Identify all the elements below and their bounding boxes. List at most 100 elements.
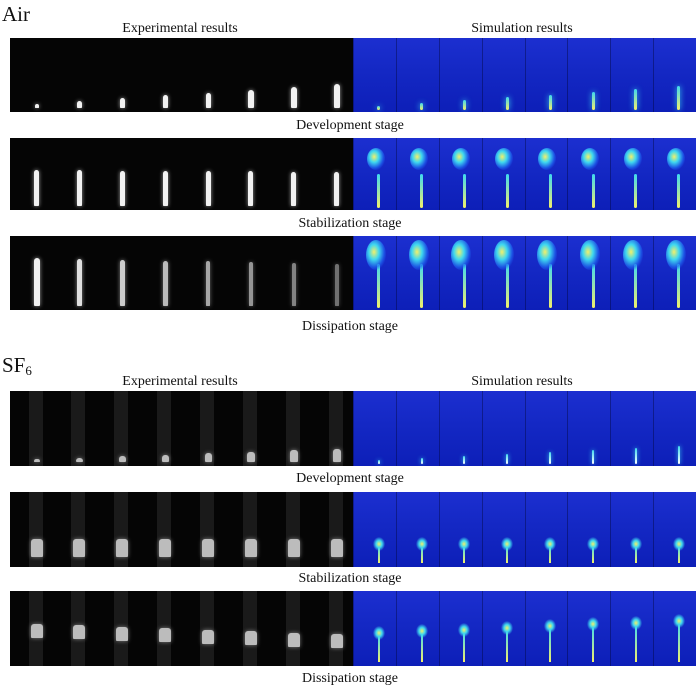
experimental-image-strip [10, 236, 353, 310]
simulation-frame [353, 138, 397, 210]
simulation-frame [610, 492, 654, 567]
experimental-frame [182, 38, 225, 112]
simulation-plume-head [666, 148, 685, 170]
simulation-plume-head [537, 240, 558, 270]
experimental-plume [248, 171, 254, 206]
simulation-frame [481, 38, 526, 112]
simulation-plume [549, 452, 552, 464]
simulation-plume-stem [548, 174, 552, 208]
experimental-plume [291, 171, 297, 206]
section-title-air: Air [2, 4, 30, 25]
stage-label: Stabilization stage [298, 571, 402, 586]
experimental-frame [53, 138, 96, 210]
air-development-panel [10, 38, 696, 112]
experimental-plume [33, 459, 40, 462]
experimental-plume [116, 626, 129, 641]
experimental-frame [182, 236, 225, 310]
section-title-sf6: SF6 [2, 353, 32, 378]
experimental-frame [96, 236, 139, 310]
simulation-plume-head [581, 148, 600, 170]
simulation-plume [592, 450, 595, 464]
sf6-tube-strip [200, 591, 215, 666]
simulation-frame [610, 391, 654, 466]
experimental-plume [162, 260, 168, 306]
sf6-tube-strip [114, 391, 129, 466]
sf6-tube-strip [28, 391, 43, 466]
experimental-image-strip [10, 591, 353, 666]
experimental-plume [289, 450, 298, 462]
experimental-plume [162, 170, 168, 206]
experimental-plume [120, 98, 125, 108]
stage-label: Development stage [296, 118, 404, 133]
simulation-plume-stem [591, 174, 595, 208]
sf6-tube-strip [242, 391, 257, 466]
section-title-main: SF [2, 353, 26, 377]
simulation-frame [610, 591, 654, 666]
simulation-frame [610, 38, 654, 112]
stage-label: Dissipation stage [301, 671, 399, 686]
sf6-tube-strip [242, 591, 257, 666]
simulation-plume [462, 100, 466, 110]
simulation-image-strip [353, 138, 696, 210]
simulation-plume-head [587, 617, 600, 632]
simulation-frame [395, 38, 440, 112]
simulation-plume-stem [506, 628, 509, 662]
column-header-experimental: Experimental results [122, 374, 238, 389]
simulation-frame [353, 38, 397, 112]
simulation-frame [438, 492, 483, 567]
simulation-plume [677, 446, 680, 464]
simulation-plume-head [623, 148, 642, 170]
experimental-plume [204, 453, 212, 462]
simulation-frame [438, 591, 483, 666]
experimental-plume [162, 95, 168, 108]
simulation-frame [353, 391, 397, 466]
experimental-plume [33, 258, 40, 306]
experimental-frame [53, 236, 96, 310]
simulation-plume [548, 94, 552, 110]
experimental-frame [310, 138, 353, 210]
simulation-plume [420, 103, 424, 110]
experimental-plume [244, 539, 257, 557]
simulation-plume [463, 456, 466, 464]
experimental-frame [224, 38, 267, 112]
simulation-frame [353, 236, 397, 310]
sf6-tube-strip [200, 391, 215, 466]
simulation-plume-stem [592, 625, 595, 662]
simulation-frame [567, 236, 611, 310]
simulation-frame [395, 391, 440, 466]
simulation-plume-stem [549, 545, 552, 563]
simulation-plume-stem [420, 545, 423, 563]
sf6-tube-strip [285, 391, 300, 466]
simulation-frame [567, 138, 611, 210]
experimental-frame [139, 138, 182, 210]
simulation-plume-head [495, 148, 514, 170]
experimental-plume [205, 92, 211, 108]
section-title-subscript: 6 [25, 363, 32, 378]
experimental-plume [76, 457, 83, 462]
simulation-plume-stem [420, 632, 423, 662]
simulation-plume-head [665, 240, 686, 270]
simulation-plume-stem [377, 174, 381, 208]
experimental-plume [30, 624, 43, 638]
simulation-plume-stem [463, 545, 466, 563]
column-header-experimental: Experimental results [122, 21, 238, 36]
experimental-plume [119, 170, 125, 206]
simulation-plume [420, 458, 423, 464]
simulation-frame [395, 492, 440, 567]
experimental-plume [291, 263, 296, 306]
experimental-frame [182, 138, 225, 210]
experimental-image-strip [10, 391, 353, 466]
experimental-plume [330, 539, 343, 557]
experimental-plume [34, 104, 39, 108]
simulation-plume-head [408, 240, 429, 270]
simulation-plume-stem [548, 264, 552, 308]
experimental-frame [53, 38, 96, 112]
simulation-frame [438, 138, 483, 210]
sf6-stabilization-panel [10, 492, 696, 567]
simulation-plume-head [587, 537, 600, 551]
simulation-plume-head [458, 537, 471, 551]
simulation-frame [481, 492, 526, 567]
simulation-plume-head [629, 537, 642, 551]
simulation-plume-stem [591, 264, 595, 308]
simulation-plume-head [365, 240, 386, 270]
